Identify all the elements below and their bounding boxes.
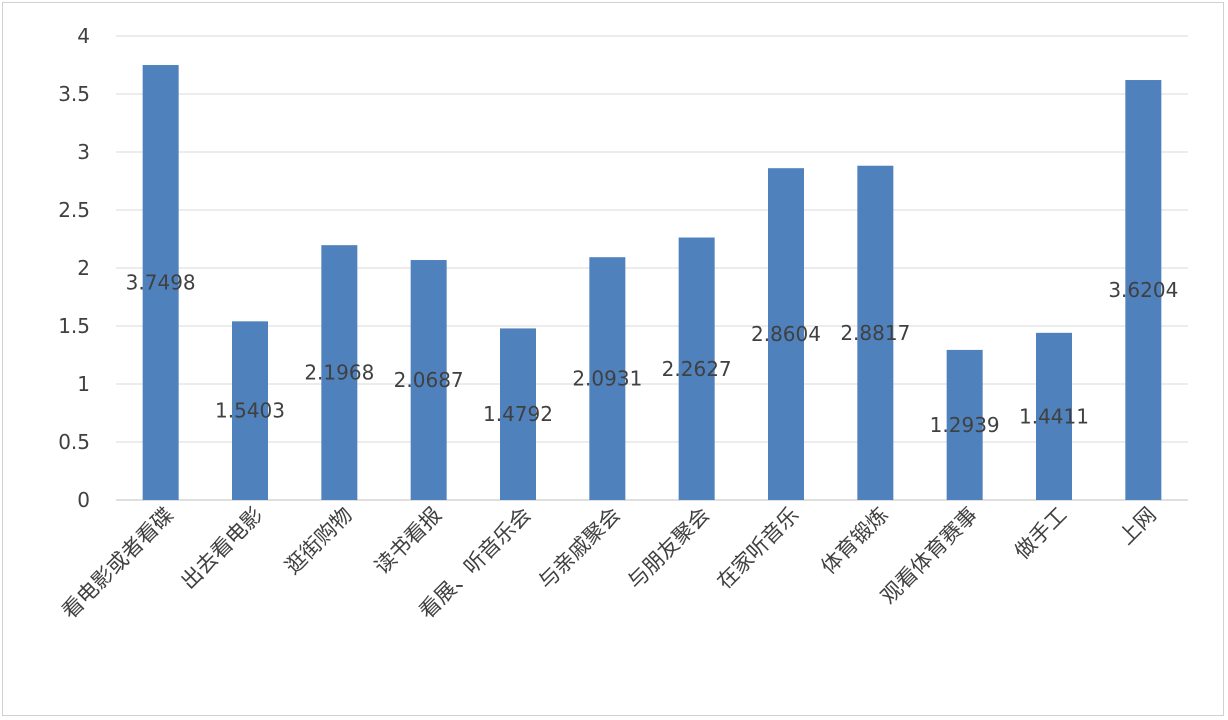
bar (946, 349, 983, 500)
y-tick-label: 2 (77, 256, 90, 280)
bar (857, 165, 894, 501)
bar (1036, 332, 1072, 500)
y-tick-label: 1.5 (58, 314, 90, 338)
y-tick-label: 4 (77, 24, 90, 48)
data-label: 2.2627 (662, 357, 732, 381)
data-label: 1.4792 (483, 402, 553, 426)
y-tick-label: 0 (77, 488, 90, 512)
y-tick-label: 3.5 (58, 82, 90, 106)
data-label: 2.0931 (572, 367, 642, 391)
bar (410, 260, 447, 500)
y-axis-ticks: 0 0.5 1 1.5 2 2.5 3 3.5 4 (58, 24, 90, 512)
x-category-label: 与朋友聚会 (623, 503, 714, 594)
x-category-label: 读书看报 (370, 503, 446, 579)
x-category-label: 观看体育赛事 (876, 503, 982, 609)
x-category-label: 逛街购物 (281, 503, 357, 579)
bar (1125, 80, 1162, 500)
data-label: 2.1968 (304, 361, 374, 385)
data-label: 2.0687 (394, 368, 464, 392)
x-category-label: 上网 (1114, 503, 1161, 550)
x-category-label: 体育锻炼 (817, 503, 893, 579)
data-labels: 3.7498 1.5403 2.1968 2.0687 1.4792 2.0931 2.26… (126, 271, 1179, 437)
bars (142, 65, 1162, 501)
bar (232, 321, 268, 500)
bar (500, 328, 536, 500)
gridlines (116, 35, 1188, 501)
x-category-label: 看电影或者看碟 (57, 503, 178, 624)
x-category-label: 做手工 (1010, 503, 1072, 565)
y-tick-label: 0.5 (58, 430, 90, 454)
x-category-label: 出去看电影 (176, 503, 267, 594)
data-label: 1.4411 (1019, 404, 1089, 428)
data-label: 3.7498 (126, 271, 196, 295)
data-label: 1.2939 (930, 413, 1000, 437)
y-tick-label: 3 (77, 140, 90, 164)
y-tick-label: 2.5 (58, 198, 90, 222)
bar (678, 237, 715, 500)
bar (142, 65, 179, 501)
data-label: 2.8604 (751, 322, 821, 346)
y-tick-label: 1 (77, 372, 90, 396)
data-label: 1.5403 (215, 399, 285, 423)
bar (768, 168, 804, 500)
x-category-label: 在家听音乐 (712, 503, 803, 594)
x-category-label: 与亲戚聚会 (534, 503, 625, 594)
bar (321, 245, 358, 500)
bar (589, 257, 626, 500)
data-label: 3.6204 (1108, 278, 1178, 302)
data-label: 2.8817 (840, 321, 910, 345)
